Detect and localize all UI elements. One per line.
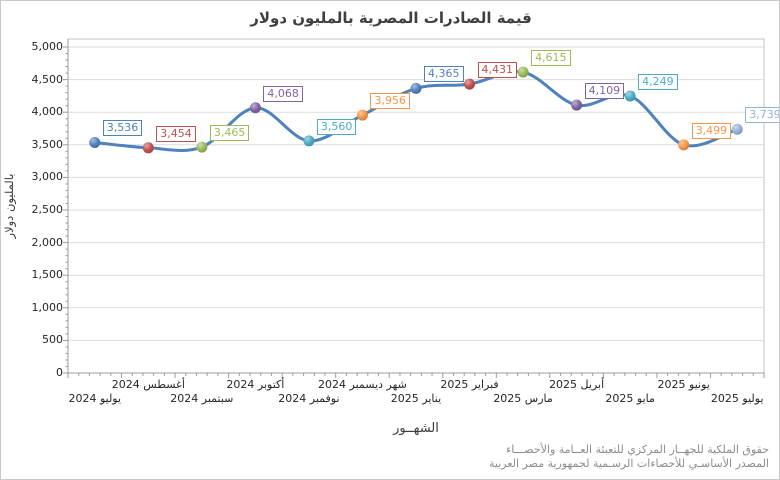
y-tick-label: 2,500: [31, 203, 64, 216]
data-point-marker: [624, 90, 636, 102]
y-axis-title: بالمليون دولار: [2, 173, 16, 239]
y-tick-label: 1,500: [31, 268, 64, 282]
data-point-label: 4,109: [584, 83, 625, 100]
data-point-label: 4,615: [531, 50, 571, 67]
data-point-label: 3,465: [209, 125, 250, 142]
data-point-label: 3,536: [102, 120, 143, 137]
chart-title: قيمة الصادرات المصرية بالمليون دولار: [250, 9, 532, 27]
y-tick-label: 4,500: [31, 72, 64, 86]
chart-footer: حقوق الملكية للجهــاز المركزي للتعبئة ال…: [269, 443, 769, 471]
x-tick-label: أكتوبر 2024: [226, 378, 285, 391]
data-point-label: 3,956: [370, 93, 410, 110]
data-point-marker: [196, 141, 208, 153]
x-tick-label: شهر ديسمبر 2024: [318, 378, 407, 391]
data-point-marker: [517, 66, 529, 78]
data-point-marker: [464, 78, 476, 90]
y-tick-label: 3,000: [31, 170, 64, 184]
data-point-label: 4,365: [424, 66, 464, 83]
x-tick-label: مايو 2025: [605, 392, 655, 405]
source-line: المصدر الأساسـي للأحصاءات الرسـمية لجمهو…: [489, 457, 769, 470]
data-point-label: 3,454: [156, 125, 196, 142]
data-point-label: 4,249: [638, 73, 678, 90]
x-tick-label: يونيو 2025: [657, 378, 710, 391]
y-tick-label: 3,500: [31, 137, 64, 151]
y-tick-label: 2,000: [31, 235, 64, 249]
y-tick-label: 1,000: [31, 300, 64, 314]
x-tick-label: يوليو 2024: [68, 392, 122, 405]
x-tick-label: أبريل 2025: [549, 378, 605, 391]
x-tick-label: أغسطس 2024: [111, 378, 185, 391]
x-tick-label: مارس 2025: [493, 392, 553, 405]
x-tick-label: سبتمبر 2024: [170, 392, 234, 405]
data-point-marker: [571, 99, 583, 111]
x-tick-label: فبراير 2025: [440, 378, 499, 391]
x-tick-label: يناير 2025: [390, 392, 442, 405]
y-tick-label: 4,000: [31, 105, 64, 119]
copyright-line: حقوق الملكية للجهــاز المركزي للتعبئة ال…: [506, 443, 769, 456]
data-point-label: 3,560: [316, 118, 357, 135]
data-point-marker: [142, 142, 154, 154]
data-point-marker: [731, 123, 743, 135]
data-point-marker: [410, 82, 422, 94]
y-tick-label: 5,000: [31, 40, 64, 53]
x-axis-title: الشهــور: [393, 421, 439, 436]
x-tick-label: يوليو 2025: [710, 392, 764, 405]
data-point-label: 4,431: [477, 62, 518, 79]
data-point-marker: [303, 135, 315, 147]
data-point-marker: [89, 136, 101, 148]
data-point-label: 3,739: [745, 107, 779, 124]
x-tick-label: نوفمبر 2024: [278, 392, 340, 405]
y-tick-label: 0: [56, 366, 63, 379]
data-point-marker: [356, 109, 368, 121]
y-tick-label: 500: [42, 333, 63, 347]
data-point-label: 3,499: [691, 122, 732, 139]
data-point-label: 4,068: [263, 85, 303, 102]
data-point-marker: [678, 139, 690, 151]
data-point-marker: [249, 102, 261, 114]
